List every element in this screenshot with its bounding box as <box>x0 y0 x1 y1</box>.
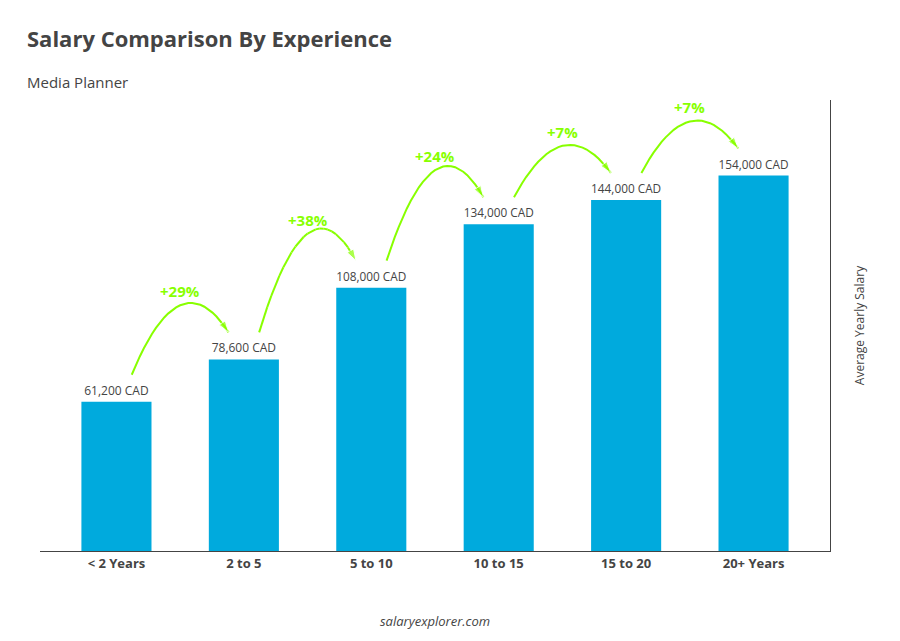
svg-text:+29%: +29% <box>160 281 200 301</box>
svg-text:+7%: +7% <box>547 122 578 142</box>
svg-text:+38%: +38% <box>288 210 328 230</box>
svg-text:144,000 CAD: 144,000 CAD <box>591 180 661 196</box>
svg-text:20+ Years: 20+ Years <box>723 554 785 572</box>
svg-text:+7%: +7% <box>674 97 705 117</box>
svg-text:< 2 Years: < 2 Years <box>88 554 146 572</box>
svg-text:134,000 CAD: 134,000 CAD <box>464 204 534 220</box>
svg-text:5 to 10: 5 to 10 <box>350 554 393 572</box>
svg-text:108,000 CAD: 108,000 CAD <box>336 268 406 284</box>
svg-text:2 to 5: 2 to 5 <box>226 554 261 572</box>
svg-text:10 to 15: 10 to 15 <box>474 554 524 572</box>
svg-text:61,200 CAD: 61,200 CAD <box>84 382 148 399</box>
svg-text:Average Yearly Salary: Average Yearly Salary <box>851 265 868 385</box>
svg-text:15 to 20: 15 to 20 <box>601 554 651 572</box>
svg-text:Salary Comparison By Experienc: Salary Comparison By Experience <box>27 23 392 53</box>
svg-text:+24%: +24% <box>415 146 455 166</box>
svg-text:salaryexplorer.com: salaryexplorer.com <box>380 612 490 630</box>
svg-text:78,600 CAD: 78,600 CAD <box>212 339 276 356</box>
svg-text:Media Planner: Media Planner <box>27 72 128 92</box>
svg-text:154,000 CAD: 154,000 CAD <box>719 156 789 172</box>
